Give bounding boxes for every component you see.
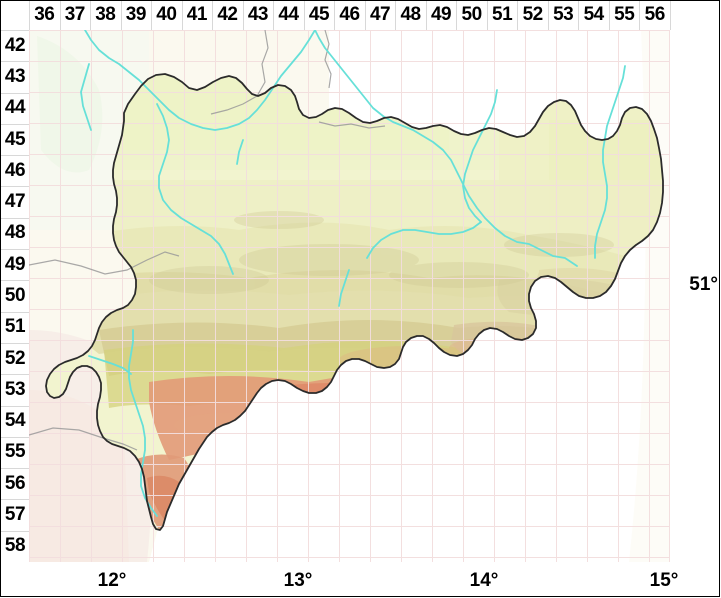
column-label-38: 38 xyxy=(95,4,116,25)
column-label-36: 36 xyxy=(34,4,55,25)
longitude-label: 13° xyxy=(283,570,313,591)
column-label-55: 55 xyxy=(614,4,635,25)
row-separator xyxy=(1,499,29,501)
column-label-48: 48 xyxy=(400,4,421,25)
row-label-46: 46 xyxy=(4,159,26,181)
column-label-44: 44 xyxy=(278,4,299,25)
column-separator xyxy=(547,1,549,30)
column-separator xyxy=(151,1,153,30)
row-label-56: 56 xyxy=(4,472,26,494)
row-label-55: 55 xyxy=(4,441,26,463)
neighbour-borders xyxy=(29,30,386,451)
row-label-43: 43 xyxy=(4,65,26,87)
row-separator xyxy=(1,155,29,157)
longitude-label: 12° xyxy=(97,570,127,591)
longitude-label: 15° xyxy=(649,570,679,591)
row-separator xyxy=(1,468,29,470)
column-separator xyxy=(212,1,214,30)
row-separator xyxy=(1,405,29,407)
row-label-49: 49 xyxy=(4,253,26,275)
row-separator xyxy=(1,92,29,94)
coordinate-grid xyxy=(29,30,670,562)
column-label-39: 39 xyxy=(125,4,147,25)
row-label-53: 53 xyxy=(4,378,26,400)
longitude-label: 14° xyxy=(469,570,499,591)
row-label-42: 42 xyxy=(4,34,26,56)
column-separator xyxy=(120,1,122,30)
row-label-52: 52 xyxy=(4,347,26,369)
column-label-54: 54 xyxy=(583,4,605,25)
row-label-44: 44 xyxy=(4,97,26,119)
column-separator xyxy=(303,1,305,30)
row-label-58: 58 xyxy=(4,535,26,557)
row-separator xyxy=(1,436,29,438)
column-separator xyxy=(181,1,183,30)
row-separator xyxy=(1,530,29,532)
column-separator xyxy=(670,1,671,30)
row-separator xyxy=(1,249,29,251)
column-label-41: 41 xyxy=(186,4,208,25)
column-separator xyxy=(578,1,580,30)
column-separator xyxy=(90,1,92,30)
saxony-terrain xyxy=(46,74,663,530)
column-label-40: 40 xyxy=(156,4,177,25)
river-network xyxy=(80,30,626,517)
map-plot[interactable] xyxy=(29,30,670,562)
column-separator xyxy=(425,1,427,30)
row-separator xyxy=(1,217,29,219)
row-label-54: 54 xyxy=(4,410,26,432)
row-label-57: 57 xyxy=(4,504,26,526)
row-separator xyxy=(1,186,29,188)
column-separator xyxy=(273,1,275,30)
column-separator xyxy=(395,1,397,30)
row-separator xyxy=(1,61,29,63)
column-label-46: 46 xyxy=(339,4,360,25)
column-label-43: 43 xyxy=(247,4,269,25)
row-label-50: 50 xyxy=(4,284,26,306)
column-separator xyxy=(364,1,366,30)
column-label-49: 49 xyxy=(430,4,452,25)
latitude-label: 51° xyxy=(689,274,718,295)
column-separator xyxy=(486,1,488,30)
column-separator xyxy=(608,1,610,30)
row-label-48: 48 xyxy=(4,222,26,244)
column-separator xyxy=(29,1,30,30)
column-separator xyxy=(242,1,244,30)
row-separator xyxy=(1,123,29,125)
row-label-45: 45 xyxy=(4,128,26,150)
row-separator xyxy=(1,280,29,282)
column-label-45: 45 xyxy=(308,4,330,25)
column-separator xyxy=(517,1,519,30)
column-label-47: 47 xyxy=(369,4,391,25)
row-label-47: 47 xyxy=(4,191,26,213)
column-label-42: 42 xyxy=(217,4,238,25)
column-label-50: 50 xyxy=(461,4,483,25)
column-label-53: 53 xyxy=(553,4,574,25)
row-separator xyxy=(1,30,29,31)
column-separator xyxy=(456,1,458,30)
column-separator xyxy=(639,1,641,30)
column-separator xyxy=(59,1,61,30)
row-separator xyxy=(1,342,29,344)
row-separator xyxy=(1,311,29,313)
row-separator xyxy=(1,374,29,376)
column-label-52: 52 xyxy=(522,4,544,25)
column-label-56: 56 xyxy=(644,4,666,25)
row-label-51: 51 xyxy=(4,316,26,338)
column-label-37: 37 xyxy=(64,4,86,25)
column-label-51: 51 xyxy=(492,4,513,25)
column-separator xyxy=(334,1,336,30)
